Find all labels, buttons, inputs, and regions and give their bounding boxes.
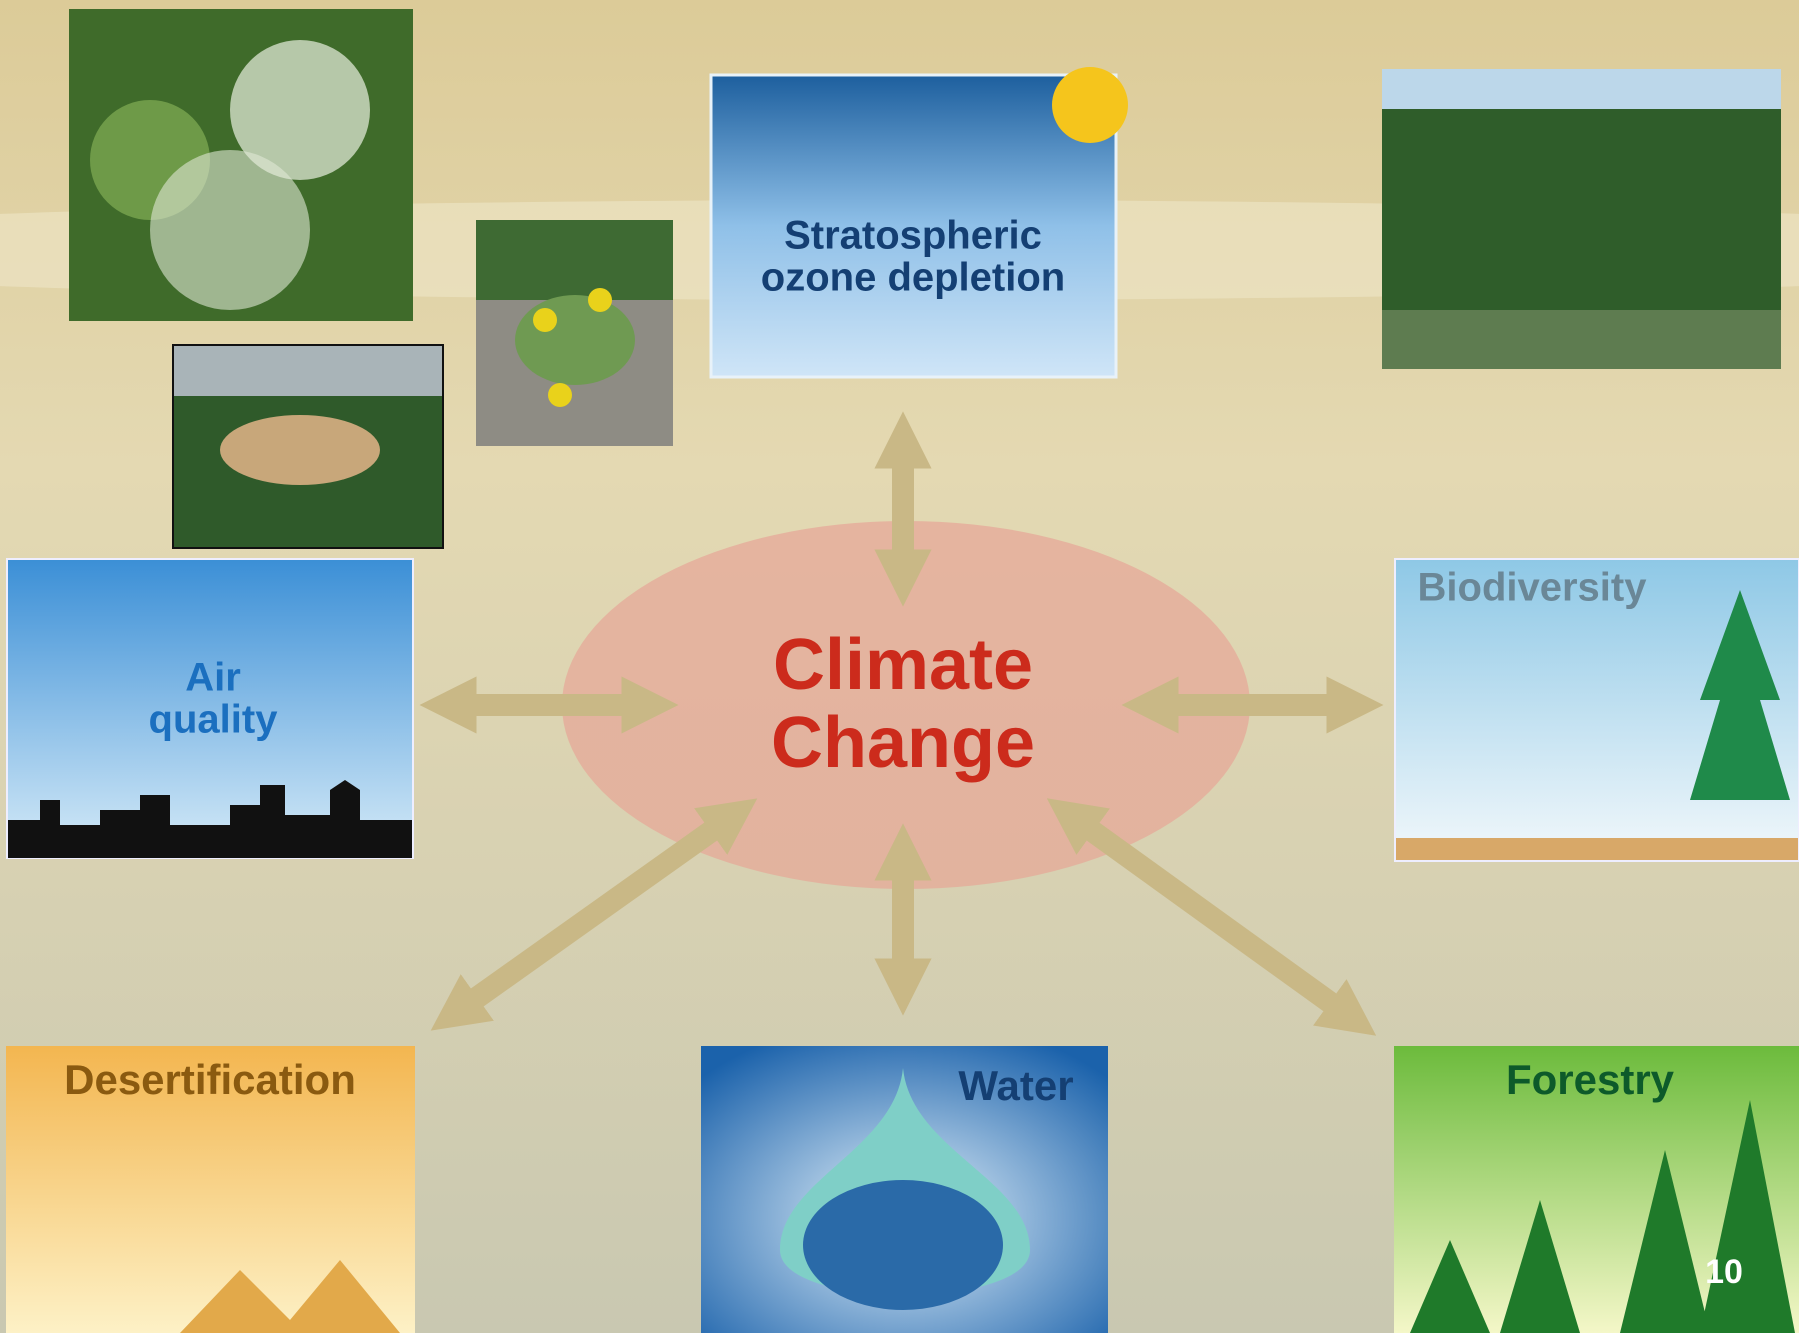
photo-flowers [69,9,413,321]
node-label: Forestry [1506,1056,1675,1103]
photo-mine [173,345,443,548]
slide: ClimateChange Stratosphericozone depletio… [0,0,1799,1333]
page: {"center": {"lines": ["Climate", "Change… [0,0,1799,1333]
node-label: Desertification [64,1056,356,1103]
center-label: Climate [773,625,1033,705]
node-label: Biodiversity [1418,566,1648,610]
center-label: Change [771,703,1035,783]
node-label: Air [185,656,241,700]
node-label: quality [149,698,279,742]
node-label: Stratospheric [784,214,1042,258]
photo-yellow-flowers [476,220,673,446]
node-label: Water [958,1062,1073,1109]
node-label: ozone depletion [761,256,1065,300]
page-number: 10 [1705,1253,1743,1291]
photo-lake [1382,69,1781,369]
